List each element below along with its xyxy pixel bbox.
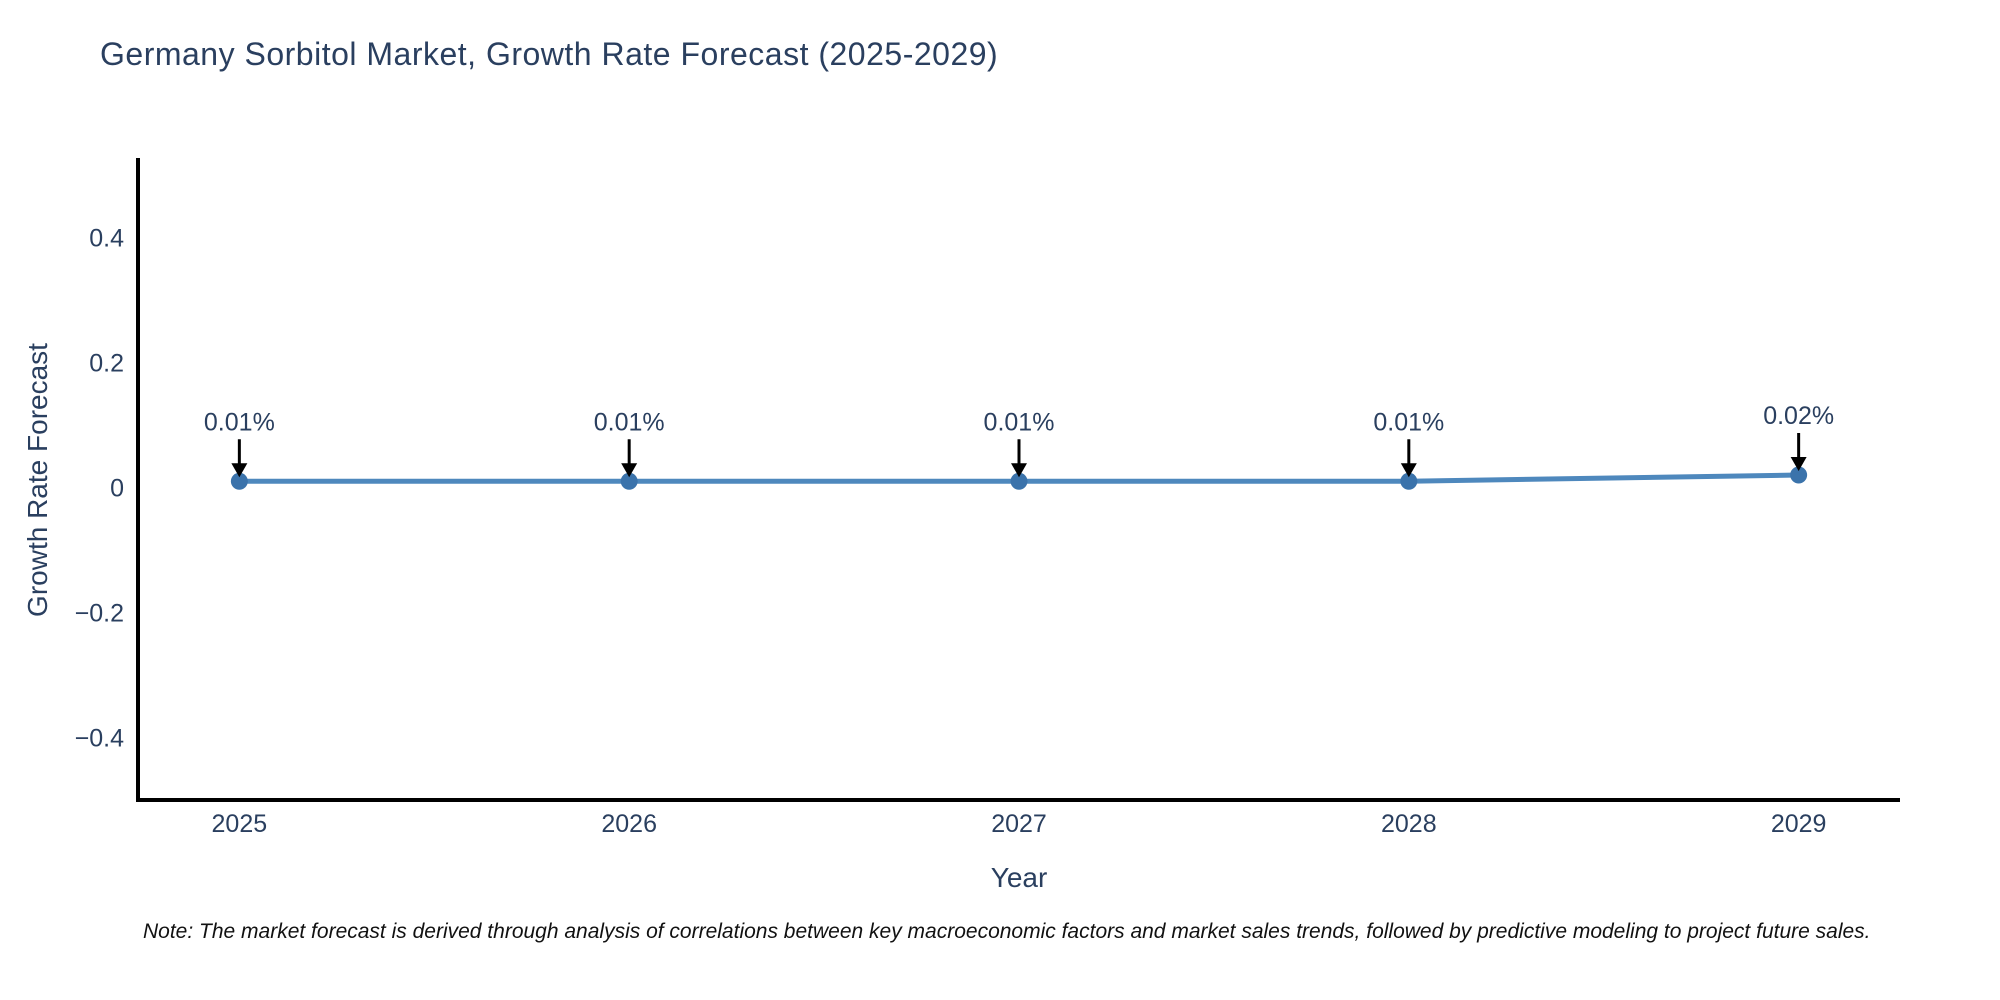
annotation-arrowhead-icon: [1011, 463, 1027, 478]
chart-title: Germany Sorbitol Market, Growth Rate For…: [100, 36, 999, 72]
y-tick-label: 0.2: [89, 350, 124, 378]
data-point-marker: [620, 472, 638, 490]
annotation-arrowhead-icon: [1790, 457, 1807, 471]
y-tick-label: −0.2: [75, 600, 124, 628]
data-point-marker: [1790, 466, 1808, 484]
y-tick-label: 0: [110, 475, 124, 503]
annotation-label: 0.01%: [1373, 408, 1444, 436]
x-tick-label: 2025: [212, 810, 268, 838]
annotation-label: 0.01%: [984, 408, 1055, 436]
annotation-arrowhead-icon: [1400, 463, 1417, 478]
y-tick-label: 0.4: [89, 225, 124, 253]
y-tick-label: −0.4: [75, 725, 124, 753]
annotation-label: 0.02%: [1763, 402, 1834, 430]
x-axis-title: Year: [990, 862, 1048, 893]
annotation-arrowhead-icon: [621, 463, 638, 478]
annotation-label: 0.01%: [594, 408, 665, 436]
x-tick-label: 2027: [991, 810, 1047, 838]
data-point-marker: [1400, 472, 1418, 490]
x-tick-label: 2028: [1381, 810, 1437, 838]
data-point-marker: [230, 472, 248, 490]
data-point-marker: [1010, 472, 1028, 490]
annotation-label: 0.01%: [204, 408, 275, 436]
x-tick-label: 2029: [1771, 810, 1827, 838]
annotation-arrowhead-icon: [231, 463, 248, 478]
x-tick-label: 2026: [601, 810, 657, 838]
chart-footnote: Note: The market forecast is derived thr…: [143, 920, 1871, 943]
